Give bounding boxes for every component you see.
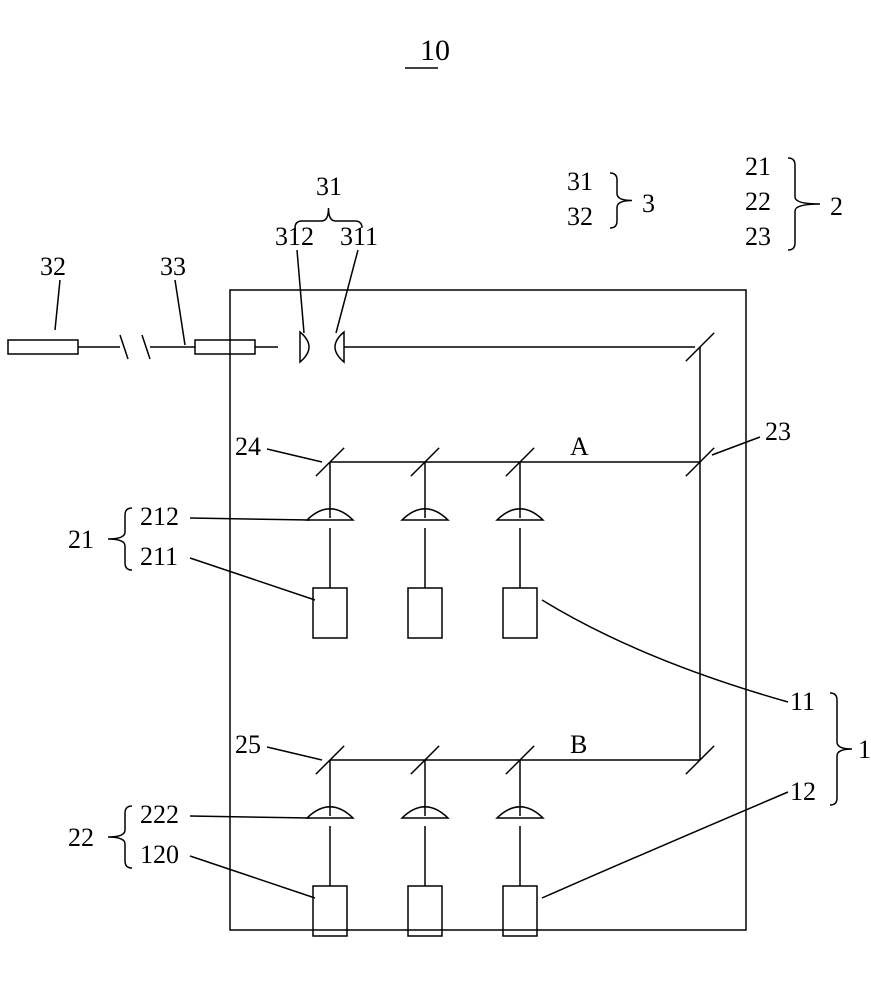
group22-item: 120 bbox=[140, 840, 179, 869]
label-32: 32 bbox=[40, 252, 66, 281]
emitter-B bbox=[313, 886, 347, 936]
emitter-B bbox=[408, 886, 442, 936]
group1-result: 1 bbox=[858, 735, 871, 764]
label-25: 25 bbox=[235, 730, 261, 759]
legend-3-item: 32 bbox=[567, 202, 593, 231]
legend-2-item: 23 bbox=[745, 222, 771, 251]
label-24: 24 bbox=[235, 432, 261, 461]
legend-2-result: 2 bbox=[830, 192, 843, 221]
label-B: B bbox=[570, 730, 587, 759]
label-312: 312 bbox=[275, 222, 314, 251]
emitter-B bbox=[503, 886, 537, 936]
label-311: 311 bbox=[340, 222, 378, 251]
lens-312 bbox=[300, 332, 309, 362]
leader-12 bbox=[542, 792, 788, 898]
title-text: 10 bbox=[420, 34, 450, 67]
emitter-A bbox=[408, 588, 442, 638]
legend-3-result: 3 bbox=[642, 189, 655, 218]
group21-result: 21 bbox=[68, 525, 94, 554]
legend-3-item: 31 bbox=[567, 167, 593, 196]
label-33: 33 bbox=[160, 252, 186, 281]
label-31: 31 bbox=[316, 172, 342, 201]
main-enclosure bbox=[230, 290, 746, 930]
fiber-end-32 bbox=[8, 340, 78, 354]
emitter-A bbox=[503, 588, 537, 638]
group22-item: 222 bbox=[140, 800, 179, 829]
group1-item: 11 bbox=[790, 687, 815, 716]
group21-item: 211 bbox=[140, 542, 178, 571]
group1-item: 12 bbox=[790, 777, 816, 806]
group22-result: 22 bbox=[68, 823, 94, 852]
legend-2-item: 22 bbox=[745, 187, 771, 216]
label-A: A bbox=[570, 432, 589, 461]
leader-11 bbox=[542, 600, 788, 702]
lens-311 bbox=[335, 332, 344, 362]
connector-33 bbox=[195, 340, 255, 354]
legend-2-item: 21 bbox=[745, 152, 771, 181]
emitter-A bbox=[313, 588, 347, 638]
group21-item: 212 bbox=[140, 502, 179, 531]
label-23: 23 bbox=[765, 417, 791, 446]
